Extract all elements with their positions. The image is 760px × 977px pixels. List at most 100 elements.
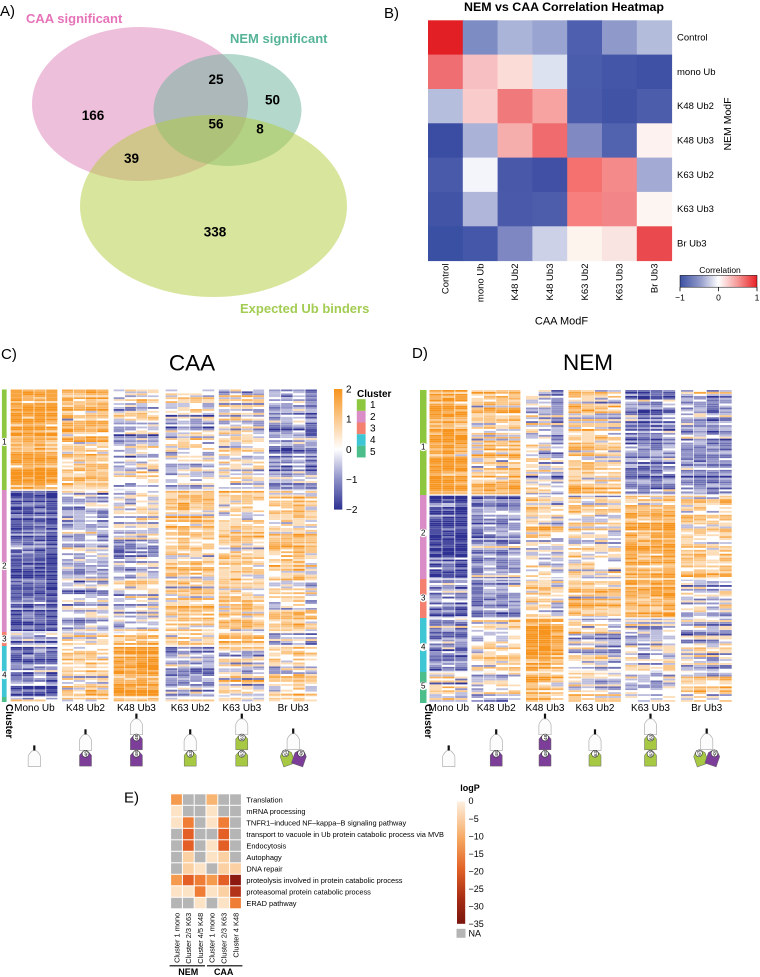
svg-text:Cluster 4/5 K48: Cluster 4/5 K48 bbox=[196, 913, 205, 964]
svg-text:48: 48 bbox=[134, 735, 140, 741]
svg-text:K63 Ub2: K63 Ub2 bbox=[171, 703, 210, 714]
svg-text:Cluster: Cluster bbox=[357, 389, 392, 400]
svg-text:Br Ub3: Br Ub3 bbox=[649, 264, 660, 294]
svg-text:63: 63 bbox=[648, 751, 654, 757]
svg-text:K48 Ub2: K48 Ub2 bbox=[66, 703, 105, 714]
svg-text:E): E) bbox=[124, 790, 139, 807]
svg-text:K63 Ub3: K63 Ub3 bbox=[677, 204, 714, 215]
svg-text:D): D) bbox=[412, 345, 428, 362]
svg-text:48: 48 bbox=[543, 751, 549, 757]
svg-text:−5: −5 bbox=[469, 814, 479, 824]
svg-text:CAA: CAA bbox=[169, 351, 215, 376]
svg-text:K63 Ub3: K63 Ub3 bbox=[631, 703, 670, 714]
svg-text:Endocytosis: Endocytosis bbox=[246, 841, 286, 850]
svg-text:Br Ub3: Br Ub3 bbox=[691, 703, 723, 714]
svg-text:Cluster: Cluster bbox=[422, 704, 433, 739]
svg-text:ERAD pathway: ERAD pathway bbox=[246, 899, 296, 908]
svg-text:2: 2 bbox=[2, 562, 7, 571]
svg-text:−15: −15 bbox=[469, 849, 484, 859]
svg-text:Correlation: Correlation bbox=[699, 265, 741, 275]
svg-text:K63 Ub2: K63 Ub2 bbox=[576, 703, 615, 714]
svg-text:2: 2 bbox=[346, 385, 352, 396]
svg-text:proteolysis involved in protei: proteolysis involved in protein cataboli… bbox=[246, 876, 402, 885]
svg-text:Translation: Translation bbox=[246, 795, 282, 804]
svg-text:−25: −25 bbox=[469, 884, 484, 894]
svg-text:K48 Ub2: K48 Ub2 bbox=[677, 101, 714, 112]
svg-text:CAA: CAA bbox=[214, 967, 234, 977]
svg-text:48: 48 bbox=[298, 750, 306, 757]
svg-text:−10: −10 bbox=[469, 831, 484, 841]
svg-text:1: 1 bbox=[346, 415, 352, 426]
svg-text:4: 4 bbox=[370, 435, 376, 446]
svg-text:0: 0 bbox=[469, 796, 474, 806]
svg-text:25: 25 bbox=[208, 72, 224, 87]
svg-text:0: 0 bbox=[716, 293, 721, 303]
svg-text:48: 48 bbox=[83, 751, 89, 757]
svg-text:56: 56 bbox=[208, 117, 224, 132]
svg-text:Autophagy: Autophagy bbox=[246, 853, 282, 862]
svg-text:NEM significant: NEM significant bbox=[230, 31, 328, 46]
svg-text:K48 Ub2: K48 Ub2 bbox=[477, 703, 516, 714]
svg-text:2: 2 bbox=[370, 412, 376, 423]
svg-text:Cluster 2/3 K63: Cluster 2/3 K63 bbox=[220, 913, 229, 964]
svg-text:proteasomal protein catabolic: proteasomal protein catabolic process bbox=[246, 887, 371, 896]
svg-text:NEM: NEM bbox=[178, 967, 198, 977]
svg-text:1: 1 bbox=[2, 438, 7, 447]
svg-text:48: 48 bbox=[543, 735, 549, 741]
svg-text:39: 39 bbox=[124, 151, 139, 166]
svg-text:Expected Ub binders: Expected Ub binders bbox=[240, 301, 369, 316]
svg-text:−20: −20 bbox=[469, 866, 484, 876]
svg-text:K63 Ub3: K63 Ub3 bbox=[222, 703, 261, 714]
svg-text:C): C) bbox=[1, 346, 17, 363]
svg-text:NEM vs CAA Correlation Heatmap: NEM vs CAA Correlation Heatmap bbox=[464, 0, 664, 14]
svg-text:Cluster: Cluster bbox=[3, 704, 14, 739]
svg-text:3: 3 bbox=[370, 424, 376, 435]
svg-text:Cluster 1 mono: Cluster 1 mono bbox=[208, 913, 217, 963]
svg-text:63: 63 bbox=[188, 751, 194, 757]
svg-text:−1: −1 bbox=[346, 475, 358, 486]
svg-text:NEM ModF: NEM ModF bbox=[722, 97, 734, 150]
svg-text:logP: logP bbox=[460, 783, 480, 793]
svg-text:3: 3 bbox=[2, 635, 7, 644]
svg-text:K63 Ub2: K63 Ub2 bbox=[580, 264, 591, 301]
svg-text:Br Ub3: Br Ub3 bbox=[278, 703, 310, 714]
svg-text:Control: Control bbox=[677, 33, 708, 44]
svg-text:0: 0 bbox=[346, 445, 352, 456]
svg-text:Cluster 2/3 K63: Cluster 2/3 K63 bbox=[184, 913, 193, 964]
svg-text:mRNA processing: mRNA processing bbox=[246, 807, 305, 816]
svg-text:Mono Ub: Mono Ub bbox=[429, 703, 470, 714]
svg-text:48: 48 bbox=[494, 751, 500, 757]
svg-text:K48 Ub3: K48 Ub3 bbox=[117, 703, 156, 714]
svg-text:50: 50 bbox=[265, 93, 280, 108]
svg-text:5: 5 bbox=[421, 682, 426, 691]
svg-text:mono Ub: mono Ub bbox=[677, 67, 716, 78]
svg-text:CAA significant: CAA significant bbox=[26, 11, 123, 26]
svg-text:−30: −30 bbox=[469, 902, 484, 912]
svg-text:338: 338 bbox=[204, 225, 227, 240]
svg-text:4: 4 bbox=[2, 671, 7, 680]
svg-text:1: 1 bbox=[421, 443, 426, 452]
svg-text:63: 63 bbox=[648, 735, 654, 741]
svg-text:DNA repair: DNA repair bbox=[246, 864, 283, 873]
svg-text:Cluster 4 K48: Cluster 4 K48 bbox=[231, 913, 240, 958]
svg-text:−35: −35 bbox=[469, 919, 484, 929]
svg-text:48: 48 bbox=[134, 751, 140, 757]
svg-text:K48 Ub2: K48 Ub2 bbox=[510, 264, 521, 301]
svg-text:Mono Ub: Mono Ub bbox=[14, 703, 55, 714]
svg-text:Cluster 1 mono: Cluster 1 mono bbox=[172, 913, 181, 963]
svg-text:1: 1 bbox=[755, 293, 760, 303]
svg-text:−1: −1 bbox=[675, 293, 685, 303]
svg-text:−2: −2 bbox=[346, 505, 358, 516]
svg-text:transport to vacuole in Ub pro: transport to vacuole in Ub protein catab… bbox=[246, 830, 444, 839]
svg-text:63: 63 bbox=[696, 749, 704, 756]
svg-text:2: 2 bbox=[421, 529, 426, 538]
svg-text:K63 Ub3: K63 Ub3 bbox=[615, 264, 626, 301]
svg-text:166: 166 bbox=[82, 108, 105, 123]
svg-text:NA: NA bbox=[469, 929, 482, 939]
svg-text:63: 63 bbox=[240, 751, 246, 757]
svg-text:K48 Ub3: K48 Ub3 bbox=[677, 136, 714, 147]
svg-text:mono Ub: mono Ub bbox=[475, 264, 486, 303]
svg-text:K48 Ub3: K48 Ub3 bbox=[526, 703, 565, 714]
svg-text:63: 63 bbox=[593, 751, 599, 757]
svg-text:Br Ub3: Br Ub3 bbox=[677, 238, 707, 249]
